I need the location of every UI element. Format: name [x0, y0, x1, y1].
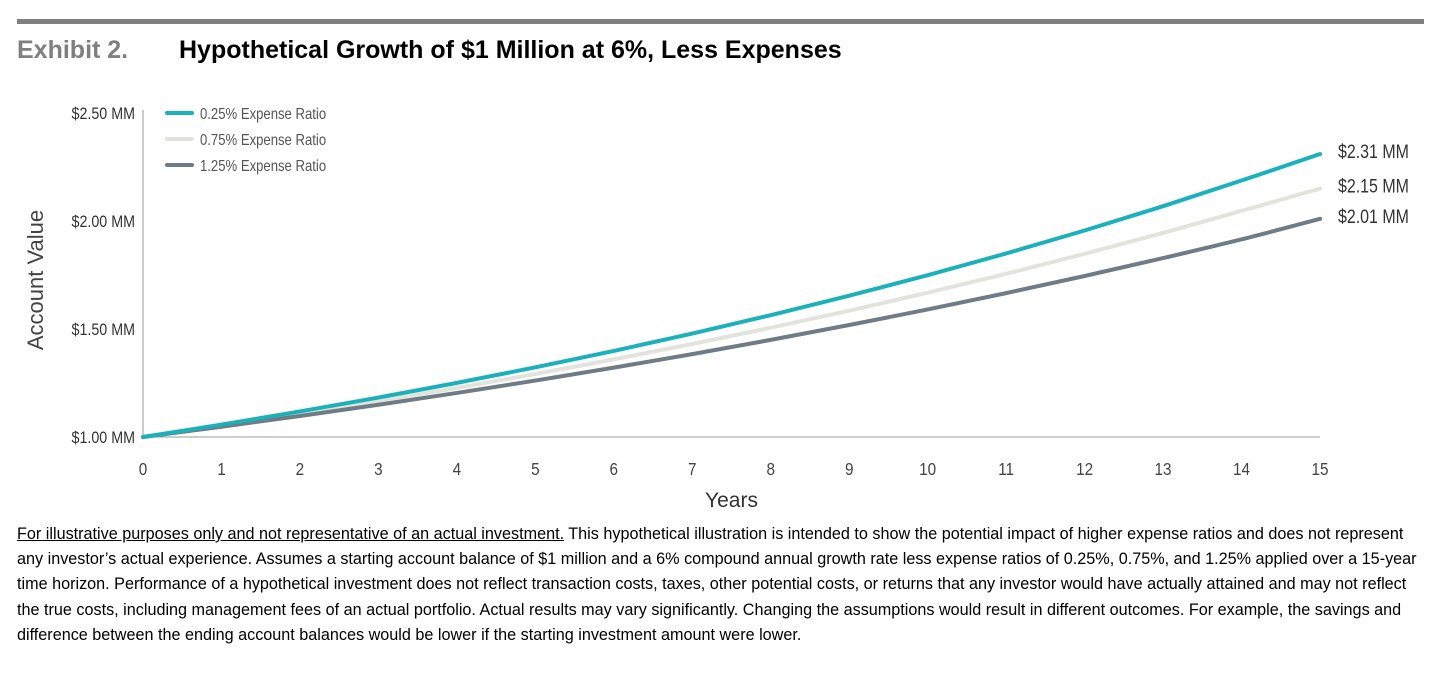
y-tick-label: $1.00 MM: [72, 429, 135, 447]
x-tick-label: 15: [1311, 459, 1328, 479]
x-tick-label: 0: [139, 459, 148, 479]
chart-end-labels: $2.15 MM $2.01 MM $2.31 MM: [1338, 141, 1409, 227]
x-tick-label: 13: [1155, 459, 1172, 479]
series-end-label: $2.15 MM: [1338, 175, 1409, 197]
series-line: [141, 216, 1322, 439]
chart-title: Hypothetical Growth of $1 Million at 6%,…: [179, 36, 842, 64]
legend-label: 1.25% Expense Ratio: [200, 158, 326, 175]
series-end-label: $2.01 MM: [1338, 206, 1409, 228]
series-line: [141, 186, 1322, 439]
x-tick-label: 9: [845, 459, 854, 479]
y-axis-title: Account Value: [23, 210, 48, 350]
legend-label: 0.25% Expense Ratio: [200, 106, 326, 123]
series-line: [141, 152, 1322, 439]
x-tick-label: 4: [453, 459, 462, 479]
top-rule: [17, 19, 1424, 24]
footnote: For illustrative purposes only and not r…: [17, 522, 1422, 648]
x-tick-label: 8: [766, 459, 775, 479]
y-tick-label: $2.00 MM: [72, 213, 135, 231]
x-tick-label: 10: [919, 459, 936, 479]
series-end-label: $2.31 MM: [1338, 141, 1409, 163]
y-tick-label: $1.50 MM: [72, 321, 135, 339]
line-chart: $1.00 MM$1.50 MM$2.00 MM$2.50 MM0 1 2 3 4 5 6 7…: [23, 105, 1409, 512]
x-axis-title: Years: [705, 489, 758, 512]
chart-lines: [141, 152, 1322, 439]
footnote-disclaimer: For illustrative purposes only and not r…: [17, 525, 565, 543]
chart-axes: $1.00 MM$1.50 MM$2.00 MM$2.50 MM0 1 2 3 4 5 6 7…: [23, 105, 1329, 512]
y-tick-label: $2.50 MM: [72, 105, 135, 123]
legend-label: 0.75% Expense Ratio: [200, 132, 326, 149]
x-tick-label: 12: [1076, 459, 1093, 479]
x-tick-label: 11: [998, 459, 1014, 479]
x-tick-label: 6: [610, 459, 619, 479]
exhibit-label: Exhibit 2.: [17, 36, 129, 64]
x-tick-label: 14: [1233, 459, 1250, 479]
x-tick-label: 2: [296, 459, 305, 479]
x-tick-label: 5: [531, 459, 540, 479]
x-tick-label: 7: [688, 459, 697, 479]
x-tick-label: 1: [217, 459, 226, 479]
x-tick-label: 3: [374, 459, 383, 479]
chart-legend: 0.25% Expense Ratio 0.75% Expense Ratio 1.…: [165, 106, 326, 175]
footnote-body: This hypothetical illustration is intend…: [17, 525, 1417, 644]
